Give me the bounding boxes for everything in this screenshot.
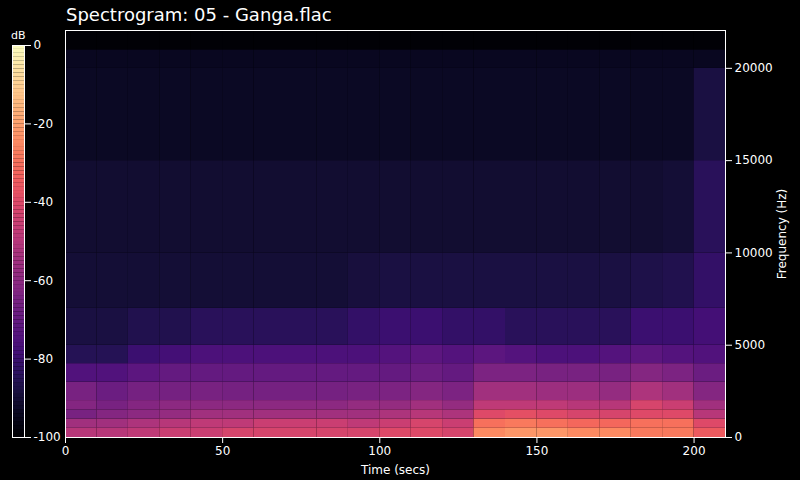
html-text:dB: dB (11, 29, 26, 42)
svg-text:-20: -20 (34, 117, 54, 131)
svg-text:10000: 10000 (735, 246, 773, 260)
svg-text:0: 0 (735, 430, 743, 444)
svg-text:100: 100 (368, 444, 391, 458)
svg-text:0: 0 (62, 444, 70, 458)
svg-text:20000: 20000 (735, 61, 773, 75)
svg-text:Time (secs): Time (secs) (360, 463, 430, 477)
html-text:Spectrogram: 05 - Ganga.flac: Spectrogram: 05 - Ganga.flac (66, 4, 332, 25)
svg-text:50: 50 (215, 444, 230, 458)
svg-text:-100: -100 (34, 430, 61, 444)
svg-text:-80: -80 (34, 352, 54, 366)
svg-text:-60: -60 (34, 274, 54, 288)
svg-text:-40: -40 (34, 195, 54, 209)
svg-text:150: 150 (525, 444, 548, 458)
svg-text:15000: 15000 (735, 153, 773, 167)
svg-text:Frequency (Hz): Frequency (Hz) (775, 189, 789, 280)
svg-text:0: 0 (34, 38, 42, 52)
svg-text:200: 200 (683, 444, 706, 458)
svg-text:5000: 5000 (735, 338, 766, 352)
